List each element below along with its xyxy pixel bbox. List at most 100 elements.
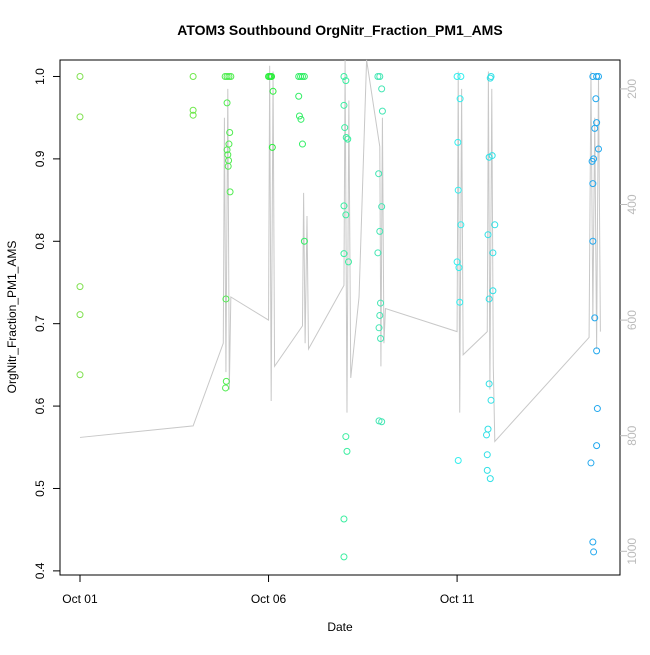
point [340,515,348,523]
point [378,107,386,115]
point [453,72,461,80]
point [76,371,84,379]
point [340,72,348,80]
point [344,258,352,266]
point [189,106,197,114]
point [269,87,277,95]
point [76,113,84,121]
point [486,475,494,483]
y-axis-label: OrgNitr_Fraction_PM1_AMS [5,241,19,394]
point [484,425,492,433]
point [223,146,231,154]
point [225,140,233,148]
point [588,157,596,165]
point [224,162,232,170]
point [591,314,599,322]
point [222,295,230,303]
point [456,298,464,306]
point [340,553,348,561]
x-tick-label: Oct 06 [251,592,287,606]
point [484,231,492,239]
point [76,311,84,319]
point [377,299,385,307]
point [340,250,348,258]
y-tick-label: 0.8 [33,233,47,250]
point [340,202,348,210]
point [593,442,601,450]
point [375,170,383,178]
y-tick-label: 0.5 [33,480,47,497]
x-axis-label: Date [327,620,353,634]
point [223,99,231,107]
point [589,237,597,245]
point [378,85,386,93]
point [298,72,306,80]
y2-tick-label: 400 [625,194,639,214]
point [297,115,305,123]
point [300,237,308,245]
point [227,72,235,80]
point [376,227,384,235]
point [223,72,231,80]
point [300,72,308,80]
plot-box [59,59,621,576]
point [589,538,597,546]
point [295,92,303,100]
point [341,124,349,132]
point [591,124,599,132]
point [76,283,84,291]
point [483,451,491,459]
point [225,72,233,80]
point [297,72,305,80]
point [342,433,350,441]
point [485,380,493,388]
point [344,135,352,143]
point [593,405,601,413]
y-tick-label: 0.4 [33,562,47,579]
point [485,295,493,303]
point [298,140,306,148]
point [375,324,383,332]
point [340,101,348,109]
point [454,456,462,464]
point [595,72,603,80]
chart-title: ATOM3 Southbound OrgNitr_Fraction_PM1_AM… [177,22,502,38]
point [76,72,84,80]
point [343,447,351,455]
point [483,431,491,439]
y2-tick-label: 200 [625,79,639,99]
y2-tick-label: 600 [625,310,639,330]
point [378,418,386,426]
y-tick-label: 0.6 [33,397,47,414]
point [342,77,350,85]
point [454,186,462,194]
point [589,180,597,188]
point [268,72,276,80]
point [592,95,600,103]
point [378,203,386,211]
point [377,335,385,343]
point [593,347,601,355]
point [593,72,601,80]
y-tick-label: 1.0 [33,68,47,85]
x-tick-label: Oct 11 [440,592,475,606]
point [485,153,493,161]
point [590,548,598,556]
x-tick-label: Oct 01 [62,592,98,606]
point [595,145,603,153]
point [455,264,463,272]
point [189,111,197,119]
point [226,129,234,137]
y-tick-label: 0.7 [33,315,47,332]
point [268,143,276,151]
point [456,95,464,103]
point [486,74,494,82]
point [295,112,303,120]
point [374,249,382,257]
point [222,377,230,385]
point [454,138,462,146]
point [222,384,230,392]
point [189,72,197,80]
y-tick-label: 0.9 [33,150,47,167]
